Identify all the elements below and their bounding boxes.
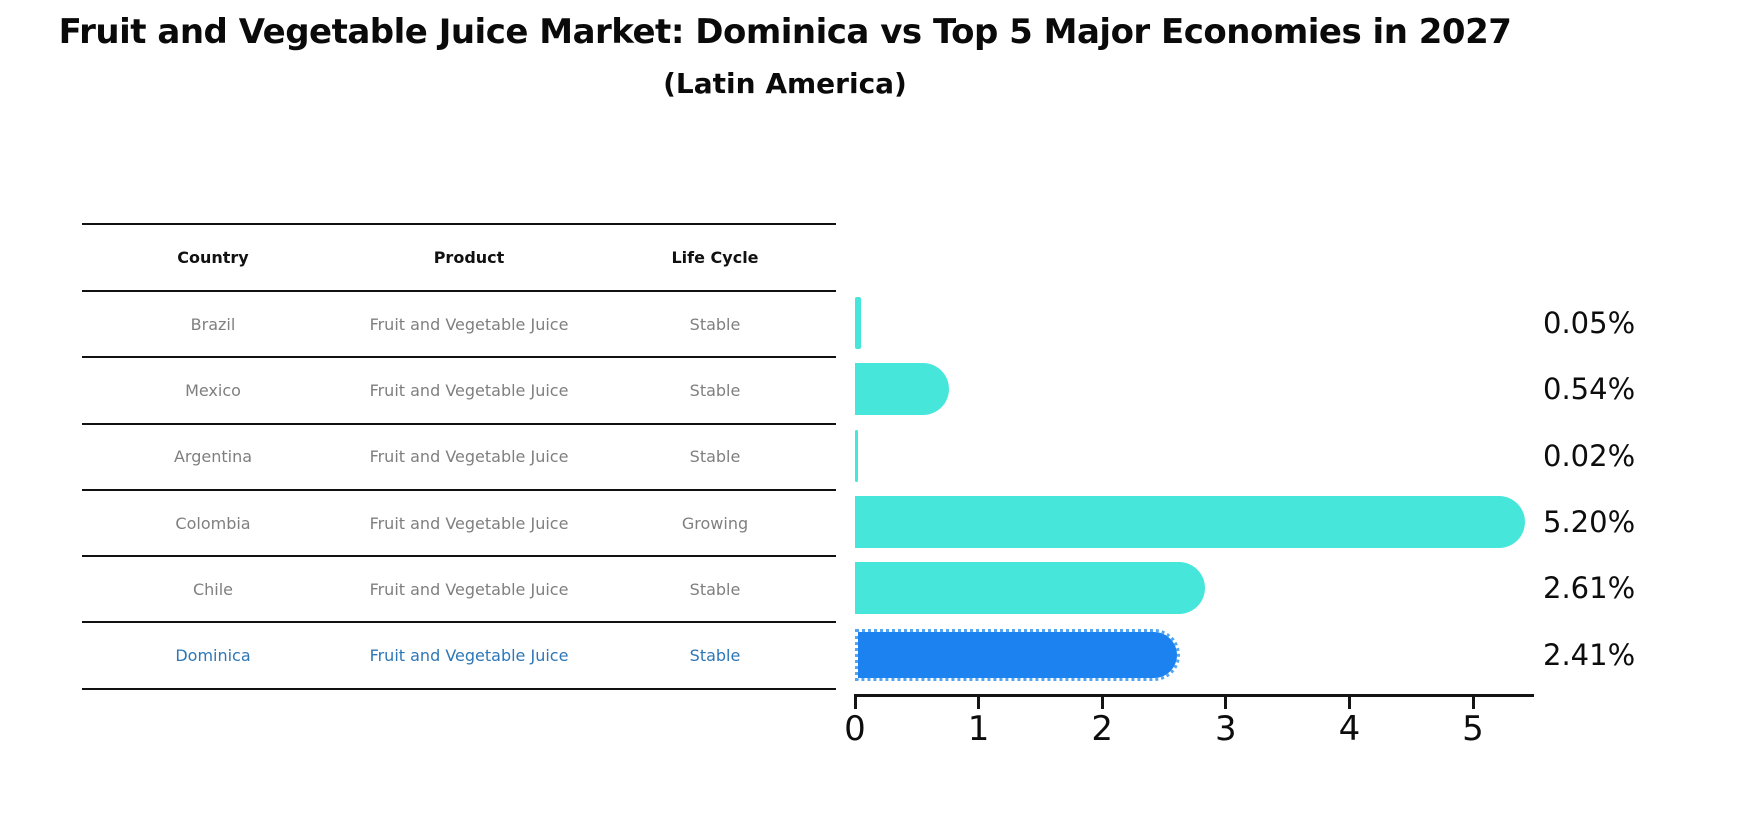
value-label-chile: 2.61% [1543,571,1636,606]
table-header-product: Product [433,248,505,267]
x-tick-mark-0 [853,694,857,709]
country-cell: Chile [192,579,234,599]
product-cell: Fruit and Vegetable Juice [369,513,569,533]
x-axis-line [855,694,1534,697]
x-tick-label-4: 4 [1338,709,1361,749]
life-cycle-cell: Stable [689,380,741,400]
table-row-mexico: Mexico Fruit and Vegetable Juice Stable [82,356,836,422]
product-cell: Fruit and Vegetable Juice [369,646,569,666]
life-cycle-cell: Stable [689,579,741,599]
bar-mexico [855,363,949,416]
table-row-colombia: Colombia Fruit and Vegetable Juice Growing [82,488,836,555]
country-cell: Argentina [173,447,253,467]
country-cell: Brazil [190,314,236,334]
table-row-dominica: Dominica Fruit and Vegetable Juice Stable [82,621,836,687]
bar-brazil [855,297,862,350]
product-cell: Fruit and Vegetable Juice [369,314,569,334]
product-cell: Fruit and Vegetable Juice [369,579,569,599]
table-header-country: Country [177,248,249,267]
bar-dominica [855,628,1180,681]
x-tick-mark-5 [1471,694,1475,709]
x-tick-mark-1 [977,694,981,709]
country-cell: Dominica [175,646,251,666]
bar-colombia [855,496,1525,549]
table-row-chile: Chile Fruit and Vegetable Juice Stable [82,555,836,621]
table-header-row: Country Product Life Cycle [82,223,836,290]
life-cycle-cell: Stable [689,646,741,666]
table-header-life-cycle: Life Cycle [671,248,759,267]
x-tick-label-0: 0 [844,709,866,749]
value-label-colombia: 5.20% [1543,505,1636,540]
product-cell: Fruit and Vegetable Juice [369,447,569,467]
country-cell: Colombia [175,513,251,533]
x-tick-label-3: 3 [1214,709,1237,749]
life-cycle-cell: Growing [681,513,749,533]
x-tick-label-2: 2 [1091,709,1113,749]
x-tick-label-1: 1 [967,709,990,749]
country-table: Country Product Life Cycle Brazil Fruit and… [82,223,836,690]
life-cycle-cell: Stable [689,314,741,334]
x-tick-mark-3 [1224,694,1228,709]
bar-argentina [855,429,858,482]
value-label-mexico: 0.54% [1543,372,1636,407]
country-cell: Mexico [185,380,241,400]
value-label-dominica: 2.41% [1543,637,1636,672]
product-cell: Fruit and Vegetable Juice [369,380,569,400]
value-label-argentina: 0.02% [1543,438,1636,473]
table-row-brazil: Brazil Fruit and Vegetable Juice Stable [82,290,836,356]
value-label-brazil: 0.05% [1543,306,1636,341]
chart-title: Fruit and Vegetable Juice Market: Domini… [58,12,1512,52]
table-body: Brazil Fruit and Vegetable Juice Stable Mex… [82,290,836,688]
x-tick-mark-2 [1100,694,1104,709]
title-block: Fruit and Vegetable Juice Market: Domini… [0,0,1570,100]
x-tick-mark-4 [1347,694,1351,709]
chart-subtitle: (Latin America) [663,66,907,100]
table-row-argentina: Argentina Fruit and Vegetable Juice Stable [82,422,836,489]
x-tick-label-5: 5 [1462,709,1484,749]
bar-chile [855,562,1205,615]
life-cycle-cell: Stable [689,447,741,467]
